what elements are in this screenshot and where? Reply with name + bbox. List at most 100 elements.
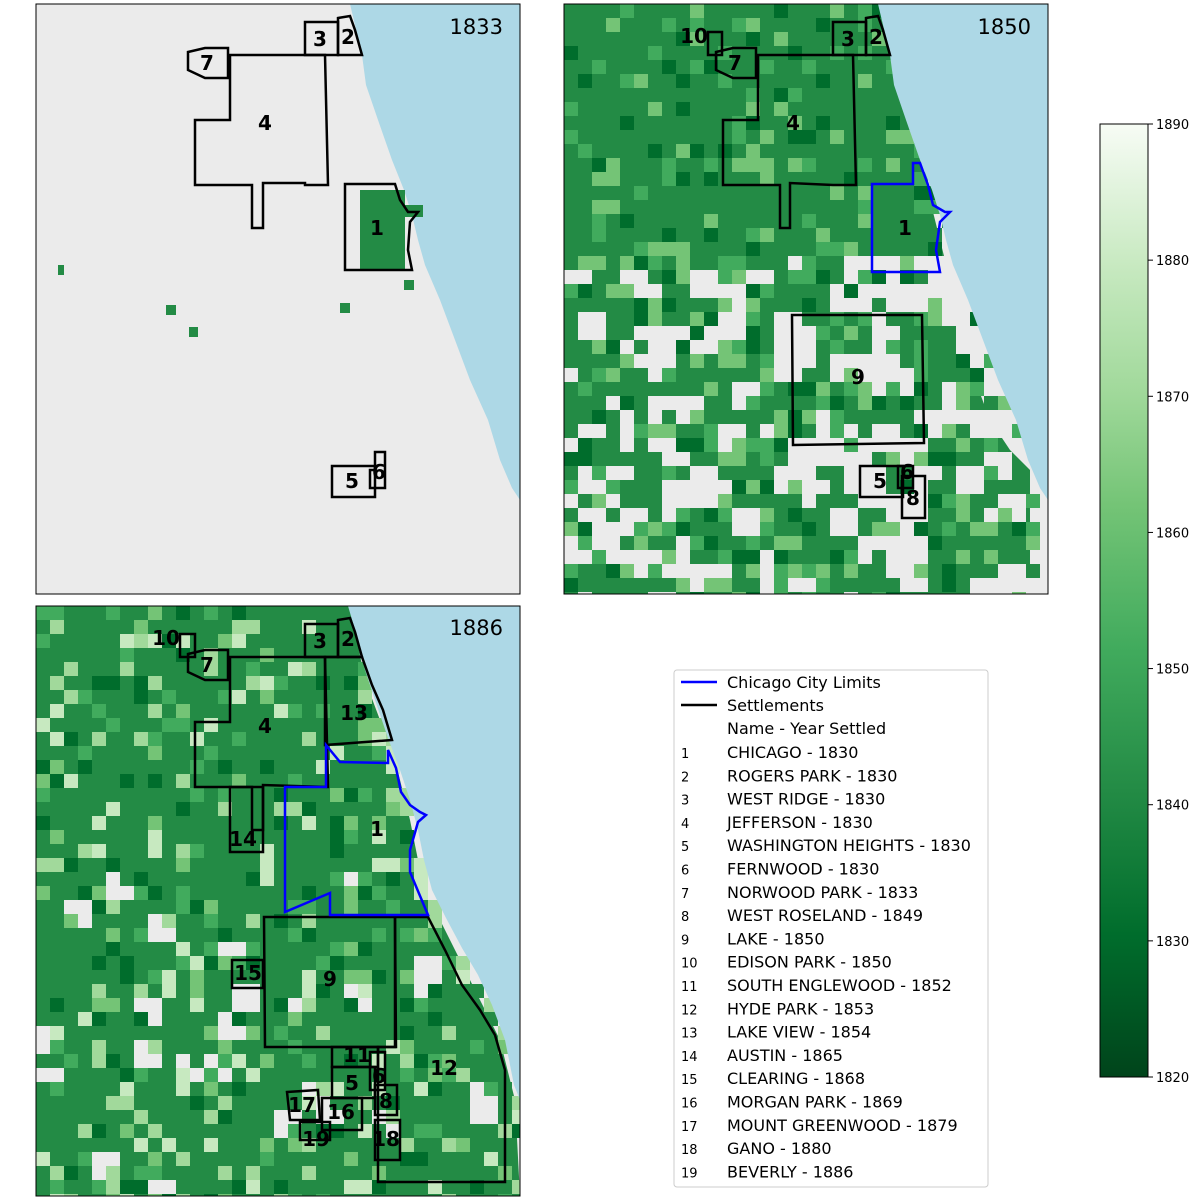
legend-entry-label: CHICAGO - 1830 [727, 743, 858, 762]
legend-entry-number: 4 [681, 817, 689, 832]
settlement-label-18: 18 [372, 1127, 400, 1151]
settlement-label-6: 6 [900, 460, 914, 484]
settlement-label-17: 17 [288, 1093, 316, 1117]
legend-entry-number: 6 [681, 864, 689, 879]
settlement-label-13: 13 [340, 701, 368, 725]
settlement-label-15: 15 [234, 961, 262, 985]
boundary-fernwood [368, 1050, 387, 1092]
colorbar-tick-label: 1880 [1156, 254, 1189, 269]
legend-entry-number: 2 [681, 770, 689, 785]
settlement-label-7: 7 [200, 51, 214, 75]
legend-entry-label: WEST RIDGE - 1830 [727, 790, 885, 809]
boundary-washington-heights [330, 464, 377, 499]
panel-frame-1850 [563, 3, 1049, 595]
settlement-label-16: 16 [327, 1100, 355, 1124]
settlement-label-2: 2 [869, 25, 883, 49]
boundary-chicago [343, 182, 421, 272]
settlement-label-4: 4 [258, 111, 272, 135]
legend-entry-label: NORWOOD PARK - 1833 [727, 883, 918, 902]
settlement-label-8: 8 [379, 1089, 393, 1113]
legend-entry-label: HYDE PARK - 1853 [727, 999, 874, 1018]
settlement-label-6: 6 [372, 460, 386, 484]
boundary-norwood-park [186, 648, 230, 682]
legend-header: Name - Year Settled [727, 719, 886, 738]
settlement-label-1: 1 [370, 216, 384, 240]
legend-label-settlements: Settlements [727, 696, 824, 715]
settlement-label-7: 7 [728, 51, 742, 75]
settlement-label-5: 5 [345, 1071, 359, 1095]
boundary-rogers-park [336, 616, 364, 659]
lake-michigan [348, 606, 520, 1100]
settlement-boundaries [178, 616, 507, 1184]
legend-entry-label: CLEARING - 1868 [727, 1069, 865, 1088]
boundary-morgan-park [320, 1096, 364, 1132]
settlement-numbers: 4 7 3 2 1 5 6 [200, 25, 386, 493]
legend-entry-label: WEST ROSELAND - 1849 [727, 906, 923, 925]
boundary-jefferson [193, 53, 330, 230]
boundary-clearing [230, 958, 265, 990]
map-panel-1850: 4 7 10 3 2 1 9 5 6 8 [564, 4, 1048, 594]
panel-frame-1833 [35, 3, 521, 595]
boundary-mount-greenwood [285, 1088, 322, 1122]
legend-entry-number: 3 [681, 794, 689, 809]
legend-entry-number: 18 [681, 1143, 698, 1158]
settlement-label-4: 4 [258, 714, 272, 738]
settlement-label-3: 3 [313, 629, 327, 653]
settlement-numbers: 4 7 10 3 2 13 14 1 15 9 11 12 5 6 8 17 1… [152, 626, 458, 1151]
legend-entries: 1 CHICAGO - 1830 2 ROGERS PARK - 1830 3 WEST … [681, 743, 971, 1181]
legend-entry-number: 17 [681, 1120, 698, 1135]
settlement-label-14: 14 [229, 827, 257, 851]
legend-entry-label: FERNWOOD - 1830 [727, 860, 879, 879]
city-limits-line [870, 161, 954, 274]
colorbar-ticks: 1820 1830 1840 1850 1860 1870 1880 1890 [1148, 118, 1189, 1086]
legend-entry-label: ROGERS PARK - 1830 [727, 766, 897, 785]
colorbar-tick-label: 1870 [1156, 390, 1189, 405]
legend-entry-label: GANO - 1880 [727, 1139, 832, 1158]
boundary-norwood-park [186, 46, 230, 80]
boundary-gano [373, 1118, 402, 1162]
legend-entry-label: MOUNT GREENWOOD - 1879 [727, 1116, 958, 1135]
boundary-norwood-park [714, 46, 758, 80]
settlement-label-11: 11 [343, 1043, 371, 1067]
colorbar-gradient [1099, 123, 1149, 1078]
settlement-label-1: 1 [370, 817, 384, 841]
settlement-boundaries [706, 14, 927, 520]
legend-entry-number: 14 [681, 1050, 698, 1065]
settlement-label-19: 19 [302, 1127, 330, 1151]
settlement-label-10: 10 [152, 626, 180, 650]
panel-year-1850: 1850 [978, 15, 1031, 39]
settlement-label-9: 9 [851, 365, 865, 389]
colorbar-tick-label: 1830 [1156, 935, 1189, 950]
settlement-label-8: 8 [906, 486, 920, 510]
legend-entry-label: BEVERLY - 1886 [727, 1162, 853, 1181]
settlement-label-7: 7 [200, 653, 214, 677]
legend-entry-label: MORGAN PARK - 1869 [727, 1093, 903, 1112]
boundary-west-roseland [373, 1083, 399, 1117]
boundary-west-roseland [900, 474, 927, 520]
boundary-fernwood [368, 450, 387, 490]
legend-entry-number: 11 [681, 980, 698, 995]
colorbar-tick-label: 1820 [1156, 1071, 1189, 1086]
lake-michigan [350, 4, 520, 500]
boundary-rogers-park [336, 14, 364, 57]
colorbar-tick-label: 1860 [1156, 526, 1189, 541]
settlement-label-3: 3 [841, 27, 855, 51]
colorbar: 1820 1830 1840 1850 1860 1870 1880 1890 [1099, 118, 1189, 1086]
map-panel-1886: 4 7 10 3 2 13 14 1 15 9 11 12 5 6 8 17 1… [36, 606, 520, 1196]
legend-entry-number: 10 [681, 957, 698, 972]
boundary-south-englewood [330, 1045, 380, 1069]
settlement-label-6: 6 [372, 1064, 386, 1088]
settlement-label-2: 2 [341, 627, 355, 651]
colorbar-tick-label: 1890 [1156, 118, 1189, 133]
settlement-numbers: 4 7 10 3 2 1 9 5 6 8 [680, 24, 920, 510]
legend-entry-number: 8 [681, 910, 689, 925]
boundary-jefferson [721, 53, 858, 230]
settlement-label-4: 4 [786, 111, 800, 135]
legend: Chicago City Limits Settlements Name - Y… [673, 669, 989, 1188]
legend-entry-number: 13 [681, 1027, 698, 1042]
boundary-edison-park [178, 632, 197, 659]
panel-year-1886: 1886 [450, 616, 503, 640]
boundary-austin [228, 785, 265, 854]
legend-label-city-limits: Chicago City Limits [727, 673, 881, 692]
